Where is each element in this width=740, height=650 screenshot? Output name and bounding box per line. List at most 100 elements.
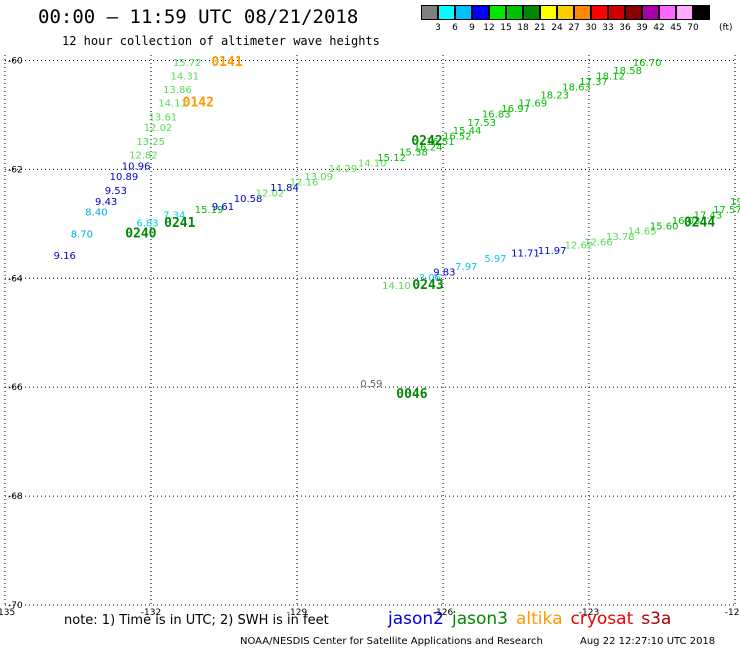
wave-height-label: 9.16 [54, 251, 76, 262]
colorbar-swatch [489, 5, 506, 20]
wave-height-label: 11.97 [538, 246, 567, 257]
colorbar-label: 42 [653, 23, 665, 33]
wave-height-label: 9.61 [212, 202, 234, 213]
wave-height-label: 12.66 [584, 238, 613, 249]
lon-tick-label: -126 [433, 608, 454, 618]
colorbar-label: 9 [469, 23, 475, 33]
track-time-label: 0142 [183, 96, 214, 111]
lon-tick-label: -120 [725, 608, 740, 618]
colorbar-swatch [693, 5, 710, 20]
colorbar-swatch [591, 5, 608, 20]
wave-height-label: 11.84 [270, 183, 299, 194]
colorbar-swatch [455, 5, 472, 20]
legend-jason3: jason3 [452, 609, 508, 629]
wave-height-label: 8.70 [71, 229, 93, 240]
wave-height-label: 18.12 [596, 72, 625, 83]
colorbar-label: 21 [534, 23, 546, 33]
lat-tick-label: -64 [8, 274, 23, 284]
colorbar-label: 18 [517, 23, 529, 33]
lat-tick-label: -68 [8, 492, 23, 502]
wave-height-label: 7.97 [455, 262, 477, 273]
wave-height-label: 16.83 [482, 110, 511, 121]
wave-height-label: 13.86 [163, 85, 192, 96]
colorbar-swatch [625, 5, 642, 20]
lon-tick-label: -132 [141, 608, 161, 618]
wave-height-label: 13.61 [149, 112, 178, 123]
wave-height-label: 12.02 [144, 123, 173, 134]
wave-height-label: 15.60 [650, 221, 679, 232]
track-time-label: 0243 [412, 278, 443, 293]
wave-height-label: 16.51 [426, 137, 455, 148]
wave-height-label: 18.23 [540, 91, 569, 102]
colorbar-swatch [472, 5, 489, 20]
wave-height-label: 15.72 [173, 58, 202, 69]
lat-tick-label: -60 [8, 56, 23, 66]
colorbar-label: 33 [602, 23, 614, 33]
wave-height-label: 14.10 [382, 281, 411, 292]
wave-height-label: 19.7 [730, 197, 740, 208]
track-time-label: 0242 [411, 134, 442, 149]
colorbar-label: 30 [585, 23, 597, 33]
lon-tick-label: -135 [0, 608, 15, 618]
colorbar-unit: (ft) [719, 23, 733, 33]
track-time-label: 0141 [211, 55, 242, 70]
colorbar-swatch [659, 5, 676, 20]
legend-s3a: s3a [641, 609, 672, 629]
colorbar-label: 39 [636, 23, 648, 33]
wave-height-label: 10.96 [122, 161, 151, 172]
wave-height-label: 14.11 [158, 99, 187, 110]
legend-cryosat: cryosat [570, 609, 634, 629]
wave-height-label: 14.29 [329, 164, 358, 175]
colorbar-label: 15 [500, 23, 512, 33]
lon-tick-label: -123 [579, 608, 599, 618]
colorbar-swatch [642, 5, 659, 20]
wave-height-label: 12.82 [129, 150, 158, 161]
wave-height-label: 9.53 [105, 186, 127, 197]
colorbar-label: 12 [483, 23, 495, 33]
colorbar-label: 45 [670, 23, 682, 33]
colorbar-swatch [421, 5, 438, 20]
track-time-label: 0244 [684, 216, 715, 231]
wave-height-label: 11.71 [511, 248, 540, 259]
colorbar-label: 70 [687, 23, 699, 33]
wave-height-label: 15.12 [377, 153, 406, 164]
wave-height-label: 6.83 [136, 219, 158, 230]
colorbar-label: 3 [435, 23, 441, 33]
colorbar-swatch [506, 5, 523, 20]
wave-height-label: 16.03 [672, 216, 701, 227]
wave-height-label: 9.43 [95, 197, 117, 208]
colorbar-label: 27 [568, 23, 580, 33]
wave-height-label: 9.83 [433, 268, 455, 279]
wave-height-label: 13.09 [304, 172, 333, 183]
wave-height-label: 15.38 [399, 148, 428, 159]
wave-height-label: 13.25 [136, 137, 165, 148]
wave-height-label: 17.37 [579, 77, 608, 88]
satellite-legend: jason2 jason3 altika cryosat s3a [388, 609, 679, 629]
lat-tick-label: -66 [8, 383, 23, 393]
wave-height-label: 16.24 [414, 142, 443, 153]
lon-tick-label: -129 [287, 608, 308, 618]
wave-height-label: 18.58 [613, 66, 642, 77]
wave-height-label: 12.62 [565, 240, 594, 251]
wave-height-label: 16.52 [443, 131, 472, 142]
wave-height-label: 12.02 [256, 189, 285, 200]
legend-altika: altika [516, 609, 563, 629]
colorbar-swatch [438, 5, 455, 20]
track-time-label: 0241 [164, 216, 195, 231]
colorbar-swatch [540, 5, 557, 20]
colorbar-swatch [676, 5, 693, 20]
colorbar-label: 36 [619, 23, 631, 33]
wave-height-label: 10.58 [234, 194, 263, 205]
wave-height-label: 14.31 [170, 72, 199, 83]
lat-tick-label: -62 [8, 165, 23, 175]
lat-tick-label: -70 [8, 601, 23, 611]
timestamp-text: Aug 22 12:27:10 UTC 2018 [580, 636, 716, 647]
map-subtitle: 12 hour collection of altimeter wave hei… [62, 34, 380, 48]
wave-height-label: 15.19 [195, 205, 224, 216]
wave-height-label: 17.53 [467, 118, 496, 129]
note-text: note: 1) Time is in UTC; 2) SWH is in fe… [64, 613, 329, 628]
wave-height-label: 8.40 [85, 208, 107, 219]
wave-height-label: 0.59 [360, 379, 382, 390]
wave-height-label: 14.10 [358, 159, 387, 170]
